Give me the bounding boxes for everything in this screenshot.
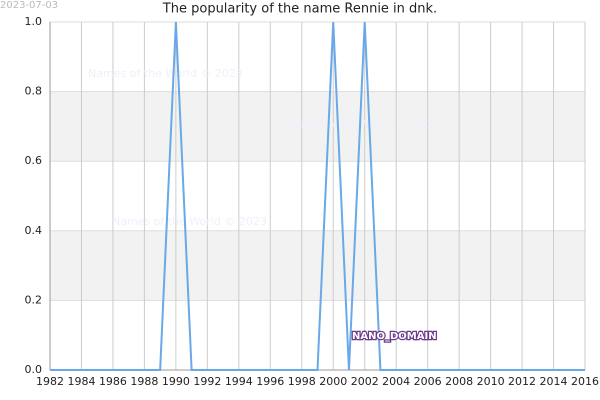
- grid-band: [50, 230, 585, 301]
- y-tick-label: 0.8: [25, 85, 43, 98]
- x-tick-label: 1988: [130, 375, 158, 388]
- x-tick-label: 1990: [162, 375, 190, 388]
- x-tick-label: 2004: [382, 375, 410, 388]
- watermark: Names of the World © 2023: [88, 67, 243, 80]
- grid-band: [50, 91, 585, 162]
- x-tick-label: 2014: [540, 375, 568, 388]
- date-stamp: 2023-07-03: [0, 0, 58, 11]
- y-tick-label: 0.4: [25, 224, 43, 237]
- watermark: Names of the World © 2023: [286, 118, 441, 131]
- y-tick-label: 0.6: [25, 154, 43, 167]
- x-tick-label: 2006: [414, 375, 442, 388]
- x-tick-label: 1982: [36, 375, 64, 388]
- x-tick-label: 2010: [477, 375, 505, 388]
- x-tick-label: 1984: [67, 375, 95, 388]
- x-tick-label: 2000: [319, 375, 347, 388]
- x-tick-label: 1998: [288, 375, 316, 388]
- y-tick-label: 0.2: [25, 293, 43, 306]
- line-series: [50, 21, 585, 371]
- x-tick-label: 1996: [256, 375, 284, 388]
- x-tick-label: 1994: [225, 375, 253, 388]
- domain-label: NANO_DOMAIN: [352, 331, 437, 342]
- x-tick-label: 2002: [351, 375, 379, 388]
- chart-title: The popularity of the name Rennie in dnk…: [162, 2, 437, 17]
- x-tick-label: 1986: [99, 375, 127, 388]
- y-tick-label: 0.0: [25, 363, 43, 376]
- x-tick-label: 2016: [571, 375, 599, 388]
- watermark: Names of the World © 2023: [112, 215, 267, 228]
- y-tick-label: 1.0: [25, 15, 43, 28]
- x-tick-label: 1992: [193, 375, 221, 388]
- x-tick-label: 2012: [508, 375, 536, 388]
- x-tick-label: 2008: [445, 375, 473, 388]
